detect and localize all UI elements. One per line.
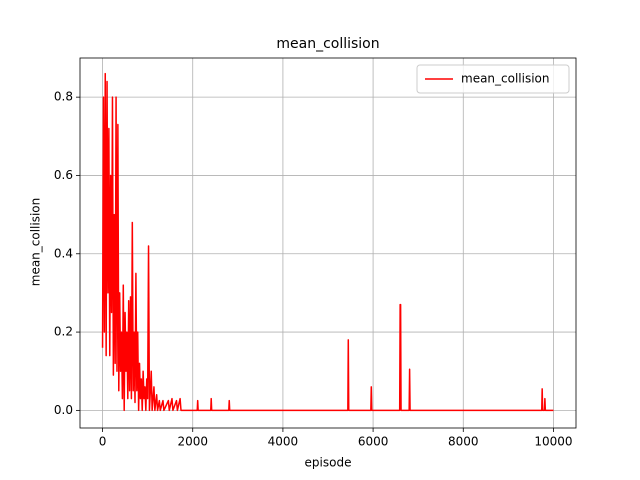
y-tick-label: 0.8 (54, 90, 73, 104)
chart-title: mean_collision (276, 36, 379, 52)
x-tick-label: 6000 (358, 435, 389, 449)
data-line (101, 72, 554, 412)
y-tick-label: 0.0 (54, 403, 73, 417)
plot-frame (79, 57, 577, 429)
x-tick-label: 8000 (448, 435, 479, 449)
y-tick-label: 0.2 (54, 325, 73, 339)
y-tick-label: 0.4 (54, 246, 73, 260)
y-tick-label: 0.6 (54, 168, 73, 182)
x-tick-label: 0 (99, 435, 107, 449)
x-tick-label: 4000 (268, 435, 299, 449)
x-tick-label: 10000 (534, 435, 572, 449)
legend-label: mean_collision (461, 72, 550, 86)
x-axis-label: episode (305, 456, 352, 470)
y-axis-label: mean_collision (29, 198, 43, 287)
x-tick-label: 2000 (177, 435, 208, 449)
legend-box (416, 64, 570, 94)
